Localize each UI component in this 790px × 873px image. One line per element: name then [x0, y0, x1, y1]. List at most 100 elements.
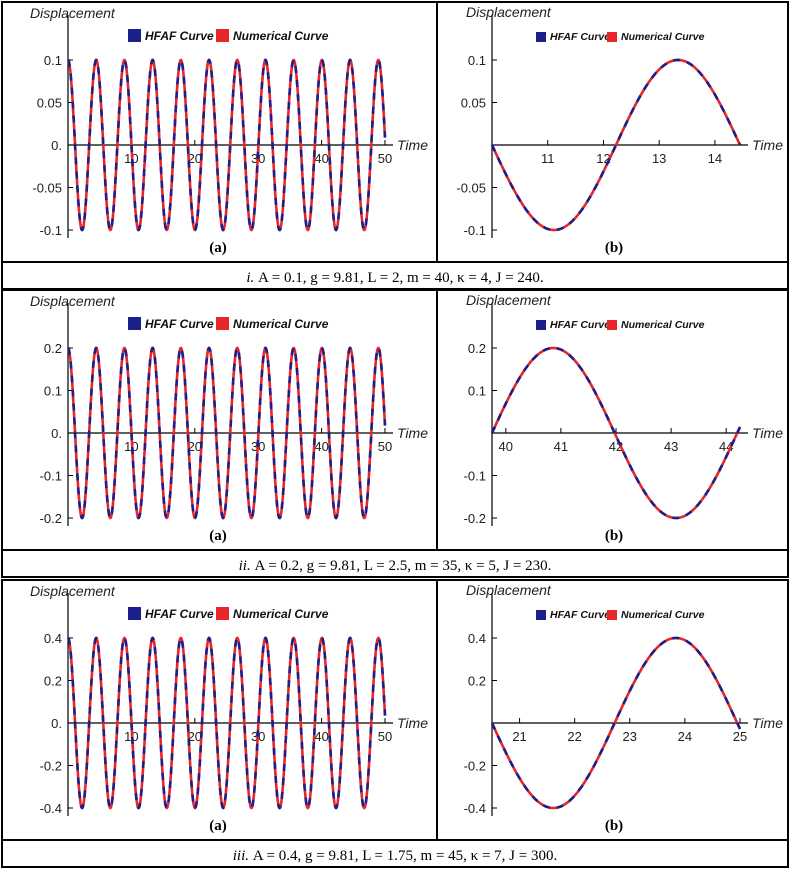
y-tick-label: 0.1: [468, 384, 486, 399]
panel-label-b: (b): [605, 528, 623, 544]
x-tick-label: 40: [314, 151, 328, 166]
y-tick-label: -0.1: [40, 223, 62, 238]
x-tick-label: 14: [708, 151, 722, 166]
x-tick-label: 50: [378, 729, 392, 744]
x-axis-label: Time: [397, 425, 428, 441]
legend-label-numerical: Numerical Curve: [233, 317, 329, 331]
y-axis-label: Displacement: [30, 293, 116, 309]
x-tick-label: 20: [188, 151, 202, 166]
y-tick-label: 0.4: [468, 631, 486, 646]
x-tick-label: 50: [378, 151, 392, 166]
x-tick-label: 50: [378, 439, 392, 454]
legend-swatch-hfaf: [128, 29, 141, 42]
y-tick-label-zero: 0.: [51, 716, 62, 731]
x-tick-label: 40: [314, 729, 328, 744]
legend-label-hfaf: HFAF Curve: [145, 317, 214, 331]
y-tick-label: -0.4: [40, 801, 62, 816]
caption-text: A = 0.2, g = 9.81, L = 2.5, m = 35, κ = …: [254, 558, 551, 574]
y-tick-label: -0.05: [456, 181, 486, 196]
y-tick-label: -0.2: [40, 759, 62, 774]
parameter-caption: iii. A = 0.4, g = 9.81, L = 1.75, m = 45…: [233, 848, 557, 864]
legend: HFAF Curve Numerical Curve: [128, 607, 329, 621]
legend: HFAF Curve Numerical Curve: [536, 319, 705, 331]
x-tick-label: 22: [567, 729, 581, 744]
x-tick-label: 41: [554, 439, 568, 454]
series-hfaf-curve: [490, 346, 742, 520]
y-axis-label: Displacement: [466, 582, 552, 598]
legend-swatch-hfaf: [128, 317, 141, 330]
y-tick-label: -0.05: [32, 181, 62, 196]
y-axis-label: Displacement: [30, 583, 116, 599]
x-tick-label: 20: [188, 439, 202, 454]
y-tick-label: -0.1: [464, 469, 486, 484]
x-tick-label: 13: [652, 151, 666, 166]
y-tick-label: -0.1: [40, 469, 62, 484]
series-hfaf-curve: [490, 58, 742, 232]
x-tick-label: 43: [664, 439, 678, 454]
caption-text: A = 0.4, g = 9.81, L = 1.75, m = 45, κ =…: [253, 848, 557, 864]
parameter-caption: ii. A = 0.2, g = 9.81, L = 2.5, m = 35, …: [239, 558, 552, 574]
legend-label-numerical: Numerical Curve: [233, 29, 329, 43]
x-tick-label: 11: [541, 151, 555, 166]
x-tick-label: 21: [512, 729, 526, 744]
caption-prefix: ii.: [239, 558, 255, 574]
legend-swatch-hfaf: [536, 610, 546, 620]
y-tick-label: 0.2: [468, 341, 486, 356]
y-axis-label: Displacement: [30, 5, 116, 21]
y-tick-label: -0.2: [40, 511, 62, 526]
legend-label-numerical: Numerical Curve: [621, 31, 705, 43]
caption-prefix: iii.: [233, 848, 253, 864]
panel-label-a: (a): [209, 240, 227, 256]
series-hfaf-curve: [67, 346, 387, 520]
y-tick-label: -0.4: [464, 801, 486, 816]
y-axis-label: Displacement: [466, 292, 552, 308]
y-tick-label: 0.1: [44, 384, 62, 399]
parameter-caption: i. A = 0.1, g = 9.81, L = 2, m = 40, κ =…: [246, 270, 543, 286]
legend-label-hfaf: HFAF Curve: [550, 319, 610, 331]
panel-label-b: (b): [605, 818, 623, 834]
legend-label-hfaf: HFAF Curve: [145, 29, 214, 43]
x-tick-label: 25: [733, 729, 747, 744]
y-axis-label: Displacement: [466, 4, 552, 20]
legend-swatch-hfaf: [536, 320, 546, 330]
x-tick-label: 40: [499, 439, 513, 454]
caption-frame: [1, 839, 789, 868]
legend-swatch-numerical: [607, 32, 617, 42]
legend-swatch-numerical: [607, 320, 617, 330]
x-tick-label: 23: [623, 729, 637, 744]
x-tick-label: 20: [188, 729, 202, 744]
y-tick-label: 0.05: [461, 96, 486, 111]
chart-2-b: Displacement Time 0.4 0.2 -0.2 -0.4 21 22 23 24 25…: [464, 582, 784, 834]
x-tick-label: 40: [314, 439, 328, 454]
legend-swatch-numerical: [216, 317, 229, 330]
y-tick-label: 0.2: [44, 341, 62, 356]
caption-text: A = 0.1, g = 9.81, L = 2, m = 40, κ = 4,…: [258, 270, 544, 286]
y-tick-label: 0.2: [44, 674, 62, 689]
series-hfaf-curve: [490, 636, 742, 810]
y-tick-label: 0.4: [44, 631, 62, 646]
x-tick-label: 24: [678, 729, 692, 744]
y-tick-label: -0.2: [464, 759, 486, 774]
legend-label-numerical: Numerical Curve: [621, 609, 705, 621]
y-tick-label: 0.05: [37, 96, 62, 111]
legend: HFAF Curve Numerical Curve: [128, 29, 329, 43]
legend-label-numerical: Numerical Curve: [233, 607, 329, 621]
panel-label-a: (a): [209, 528, 227, 544]
y-tick-label-zero: 0.: [51, 426, 62, 441]
series-hfaf-curve: [67, 636, 387, 810]
y-tick-label: 0.1: [44, 53, 62, 68]
captions-layer: i. A = 0.1, g = 9.81, L = 2, m = 40, κ =…: [233, 270, 557, 864]
legend-label-numerical: Numerical Curve: [621, 319, 705, 331]
y-tick-label-zero: 0.: [51, 138, 62, 153]
legend-label-hfaf: HFAF Curve: [550, 31, 610, 43]
legend-swatch-hfaf: [128, 607, 141, 620]
legend-swatch-numerical: [216, 29, 229, 42]
panel-label-a: (a): [209, 818, 227, 834]
y-tick-label: 0.1: [468, 53, 486, 68]
